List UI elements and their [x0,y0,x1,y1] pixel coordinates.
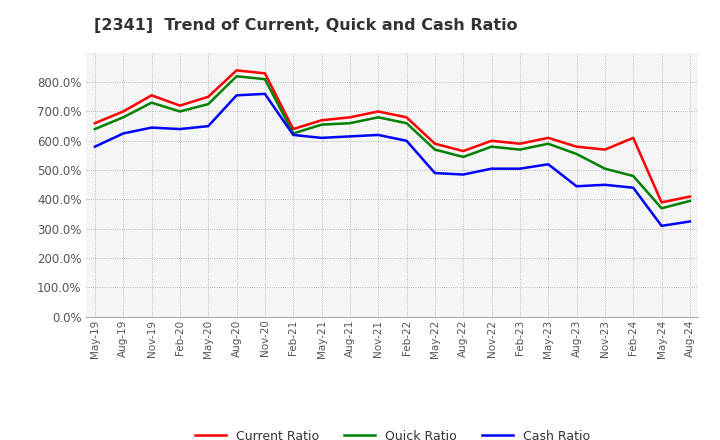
Quick Ratio [374,115,382,120]
Current Ratio [318,117,326,123]
Cash Ratio [148,125,156,130]
Line: Current Ratio: Current Ratio [95,70,690,202]
Legend: Current Ratio, Quick Ratio, Cash Ratio: Current Ratio, Quick Ratio, Cash Ratio [189,425,595,440]
Line: Cash Ratio: Cash Ratio [95,94,690,226]
Cash Ratio [176,126,184,132]
Quick Ratio [487,144,496,149]
Cash Ratio [346,134,354,139]
Cash Ratio [459,172,467,177]
Quick Ratio [148,100,156,105]
Cash Ratio [233,93,241,98]
Quick Ratio [572,151,581,157]
Cash Ratio [261,91,269,96]
Cash Ratio [204,124,212,129]
Cash Ratio [487,166,496,171]
Quick Ratio [459,154,467,160]
Cash Ratio [289,132,297,138]
Quick Ratio [516,147,524,152]
Current Ratio [487,138,496,143]
Quick Ratio [91,126,99,132]
Current Ratio [402,115,411,120]
Quick Ratio [657,205,666,211]
Cash Ratio [431,170,439,176]
Cash Ratio [685,219,694,224]
Quick Ratio [176,109,184,114]
Current Ratio [119,109,127,114]
Cash Ratio [402,138,411,143]
Quick Ratio [318,122,326,127]
Current Ratio [91,121,99,126]
Cash Ratio [374,132,382,138]
Current Ratio [629,135,637,140]
Line: Quick Ratio: Quick Ratio [95,76,690,208]
Current Ratio [374,109,382,114]
Quick Ratio [289,131,297,136]
Quick Ratio [431,147,439,152]
Current Ratio [600,147,609,152]
Quick Ratio [119,115,127,120]
Current Ratio [657,200,666,205]
Quick Ratio [685,198,694,204]
Cash Ratio [516,166,524,171]
Text: [2341]  Trend of Current, Quick and Cash Ratio: [2341] Trend of Current, Quick and Cash … [94,18,517,33]
Current Ratio [233,68,241,73]
Current Ratio [148,93,156,98]
Quick Ratio [629,173,637,179]
Cash Ratio [318,135,326,140]
Current Ratio [685,194,694,199]
Quick Ratio [346,121,354,126]
Quick Ratio [204,102,212,107]
Current Ratio [516,141,524,147]
Cash Ratio [91,144,99,149]
Cash Ratio [600,182,609,187]
Current Ratio [572,144,581,149]
Current Ratio [431,141,439,147]
Current Ratio [346,115,354,120]
Quick Ratio [600,166,609,171]
Cash Ratio [629,185,637,191]
Cash Ratio [572,183,581,189]
Cash Ratio [544,161,552,167]
Quick Ratio [261,77,269,82]
Current Ratio [204,94,212,99]
Current Ratio [176,103,184,108]
Quick Ratio [402,121,411,126]
Quick Ratio [544,141,552,147]
Cash Ratio [119,131,127,136]
Quick Ratio [233,73,241,79]
Current Ratio [261,71,269,76]
Current Ratio [289,126,297,132]
Cash Ratio [657,223,666,228]
Current Ratio [459,148,467,154]
Current Ratio [544,135,552,140]
